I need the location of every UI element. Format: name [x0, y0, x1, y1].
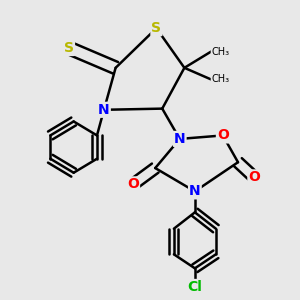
Text: CH₃: CH₃	[211, 46, 229, 56]
Text: N: N	[98, 103, 110, 117]
Text: S: S	[64, 41, 74, 55]
Text: O: O	[217, 128, 229, 142]
Text: CH₃: CH₃	[211, 74, 229, 85]
Text: N: N	[174, 132, 185, 146]
Text: N: N	[189, 184, 201, 198]
Text: O: O	[127, 177, 139, 191]
Text: O: O	[248, 170, 260, 184]
Text: S: S	[152, 21, 161, 35]
Text: Cl: Cl	[188, 280, 202, 294]
